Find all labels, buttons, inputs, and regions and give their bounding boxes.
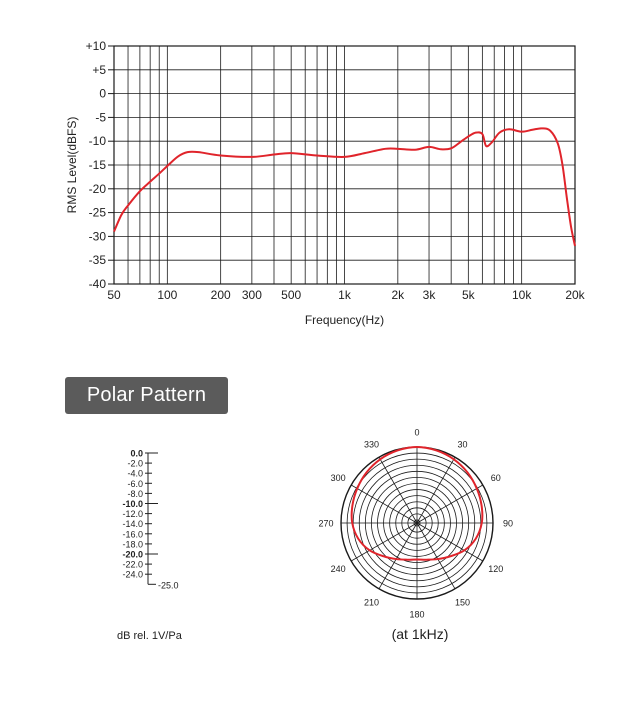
y-tick-label: -30 xyxy=(89,229,107,243)
y-tick-label: -10 xyxy=(89,134,107,148)
polar-spoke xyxy=(350,484,418,524)
polar-caption: (at 1kHz) xyxy=(391,626,449,642)
polar-spoke xyxy=(416,522,484,562)
x-tick-label: 300 xyxy=(242,288,262,302)
x-axis-label: Frequency(Hz) xyxy=(305,313,384,327)
x-tick-label: 100 xyxy=(157,288,177,302)
plot-frame xyxy=(113,45,576,285)
scale-label: -8.0 xyxy=(127,489,143,499)
polar-angle-label: 150 xyxy=(455,597,470,607)
polar-spoke xyxy=(378,522,418,590)
scale-label: -14.0 xyxy=(122,519,143,529)
x-tick-label: 2k xyxy=(391,288,405,302)
polar-angle-label: 330 xyxy=(364,440,379,450)
polar-angle-label: 60 xyxy=(491,473,501,483)
polar-angle-label: 300 xyxy=(331,473,346,483)
y-tick-label: -35 xyxy=(89,253,107,267)
polar-pattern-chart: 0 30 60 90 120 150 180 210 240 270 300 330 xyxy=(318,428,513,620)
y-tick-label: -15 xyxy=(89,158,107,172)
polar-spoke xyxy=(416,522,456,590)
x-tick-label: 500 xyxy=(281,288,301,302)
frequency-response-curve xyxy=(113,127,576,247)
polar-angle-label: 0 xyxy=(414,428,419,438)
x-tick-label: 1k xyxy=(338,288,352,302)
scale-label: -2.0 xyxy=(127,459,143,469)
polar-spoke xyxy=(350,522,418,562)
y-axis-label: RMS Level(dBFS) xyxy=(65,117,79,214)
y-tick-label: +10 xyxy=(86,39,107,53)
x-tick-label: 50 xyxy=(107,288,121,302)
scale-label: -6.0 xyxy=(127,479,143,489)
polar-spoke xyxy=(378,456,418,524)
y-tick-label: -25 xyxy=(89,206,107,220)
polar-angle-label: 240 xyxy=(331,564,346,574)
polar-pattern-header: Polar Pattern xyxy=(65,377,228,414)
polar-spoke xyxy=(416,484,484,524)
polar-angle-label: 210 xyxy=(364,597,379,607)
y-tick-label: 0 xyxy=(99,87,106,101)
polar-angle-label: 180 xyxy=(409,610,424,620)
x-tick-label: 20k xyxy=(565,288,585,302)
scale-label: -12.0 xyxy=(122,509,143,519)
scale-unit-label: dB rel. 1V/Pa xyxy=(117,630,182,642)
x-tick-label: 5k xyxy=(462,288,476,302)
polar-angle-label: 270 xyxy=(318,519,333,529)
scale-label: -4.0 xyxy=(127,469,143,479)
scale-label: -18.0 xyxy=(122,539,143,549)
scale-label: 0.0 xyxy=(130,449,143,459)
scale-label: -10.0 xyxy=(122,499,143,509)
polar-angle-label: 120 xyxy=(488,564,503,574)
scale-label: -24.0 xyxy=(122,570,143,580)
polar-db-scale: 0.0-2.0-4.0-6.0-8.0-10.0-12.0-14.0-16.0-… xyxy=(122,449,179,591)
y-tick-label: -20 xyxy=(89,182,107,196)
y-tick-label: -40 xyxy=(89,277,107,291)
scale-label: -20.0 xyxy=(122,550,143,560)
y-tick-label: -5 xyxy=(95,110,106,124)
polar-pattern-curve xyxy=(350,445,484,561)
x-tick-label: 200 xyxy=(211,288,231,302)
polar-angle-label: 30 xyxy=(457,440,467,450)
y-tick-label: +5 xyxy=(92,63,106,77)
scale-end-label: -25.0 xyxy=(158,580,179,590)
scale-label: -22.0 xyxy=(122,560,143,570)
x-tick-label: 10k xyxy=(512,288,532,302)
polar-spoke xyxy=(416,456,456,524)
scale-label: -16.0 xyxy=(122,529,143,539)
x-tick-label: 3k xyxy=(423,288,437,302)
polar-angle-label: 90 xyxy=(503,519,513,529)
